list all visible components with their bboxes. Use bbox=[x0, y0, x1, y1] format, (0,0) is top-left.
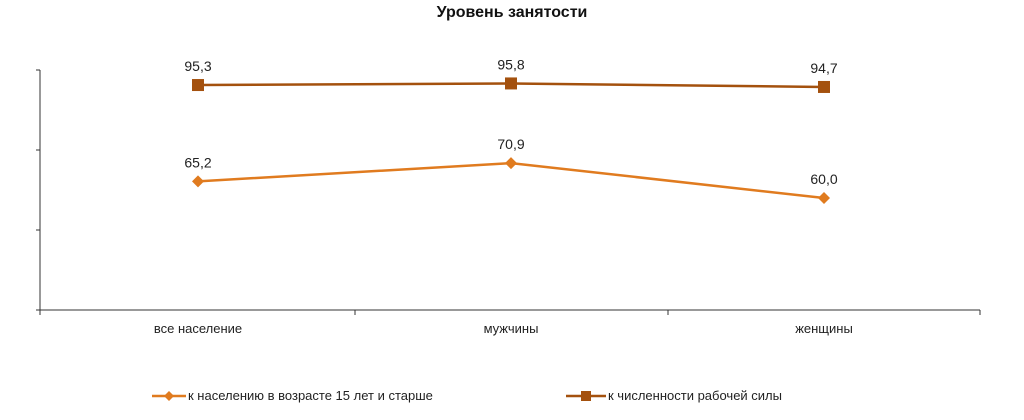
x-tick-label-2: женщины bbox=[795, 321, 853, 336]
series-1-point-0 bbox=[192, 79, 204, 92]
series-1-data-label-2: 94,7 bbox=[810, 60, 837, 76]
series-1-data-label-1: 95,8 bbox=[497, 56, 524, 72]
legend-label-series-0: к населению в возрасте 15 лет и старше bbox=[188, 388, 433, 403]
series-1-point-1 bbox=[505, 77, 517, 90]
series-1-point-2 bbox=[818, 80, 830, 93]
legend-diamond-marker-icon bbox=[152, 390, 186, 401]
legend-item-series-1: к численности рабочей силы bbox=[566, 388, 782, 403]
legend-square-marker-icon bbox=[566, 390, 606, 401]
chart-title: Уровень занятости bbox=[436, 4, 588, 21]
series-0-point-0 bbox=[192, 175, 204, 188]
series-1-data-label-0: 95,3 bbox=[184, 58, 211, 74]
series-0-data-label-1: 70,9 bbox=[497, 136, 524, 152]
series-0-point-1 bbox=[505, 157, 517, 170]
legend-label-series-1: к численности рабочей силы bbox=[608, 388, 782, 403]
x-tick-label-0: все население bbox=[154, 321, 242, 336]
series-0-data-label-2: 60,0 bbox=[810, 171, 837, 187]
series-0-data-label-0: 65,2 bbox=[184, 154, 211, 170]
x-tick-label-1: мужчины bbox=[484, 321, 539, 336]
series-0-point-2 bbox=[818, 192, 830, 204]
legend-item-series-0: к населению в возрасте 15 лет и старше bbox=[152, 388, 433, 403]
